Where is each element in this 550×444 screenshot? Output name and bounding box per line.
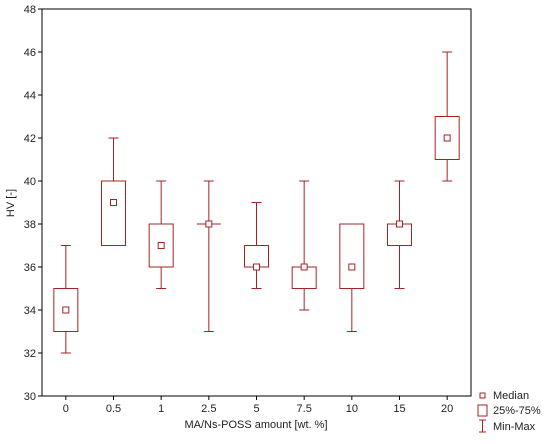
y-tick-label: 38 (24, 219, 36, 231)
median-marker (348, 263, 356, 271)
box-5 (244, 202, 269, 289)
box-15 (387, 180, 412, 289)
median-marker (253, 263, 260, 271)
median-marker (205, 220, 213, 228)
y-axis-title: HV [-] (5, 189, 17, 217)
y-tick-label: 32 (24, 348, 36, 360)
x-tick-label: 1 (158, 403, 164, 415)
iqr-box (339, 223, 365, 289)
box-0 (53, 245, 79, 354)
x-tick-label: 2.5 (201, 403, 216, 415)
median-marker (157, 242, 165, 249)
box-10 (339, 223, 365, 332)
y-tick-label: 40 (24, 176, 36, 188)
box-7.5 (291, 180, 317, 311)
box-2.5 (196, 180, 221, 332)
x-axis-title: MA/Ns-POSS amount [wt. %] (184, 419, 327, 431)
median-marker (443, 134, 451, 142)
y-tick-label: 42 (24, 133, 36, 145)
x-tick-label: 0 (63, 403, 69, 415)
legend-box-swatch (477, 404, 488, 417)
y-tick-label: 30 (24, 391, 36, 403)
median-marker (300, 263, 308, 271)
x-tick-label: 20 (441, 403, 453, 415)
legend-median-swatch (479, 392, 486, 399)
legend-whisker-swatch (479, 419, 486, 433)
x-tick-label: 5 (253, 403, 259, 415)
y-tick-label: 34 (24, 305, 36, 317)
median-marker (62, 306, 70, 314)
box-series (53, 51, 460, 354)
x-tick-label: 15 (393, 403, 405, 415)
iqr-box (101, 180, 126, 246)
legend-box-label: 25%-75% (493, 405, 541, 417)
y-tick-label: 44 (24, 90, 36, 102)
y-tick-label: 36 (24, 262, 36, 274)
legend: Median 25%-75% Min-Max (477, 390, 541, 433)
x-axis-ticks: 0 0.5 1 2.5 5 7.5 10 15 20 (63, 396, 453, 415)
x-tick-label: 7.5 (297, 403, 312, 415)
median-marker (110, 199, 117, 206)
x-tick-label: 0.5 (106, 403, 121, 415)
legend-median-label: Median (493, 390, 529, 402)
y-axis-ticks: 30 32 34 36 38 40 42 44 46 48 (24, 4, 42, 403)
y-tick-label: 46 (24, 47, 36, 59)
y-tick-label: 48 (24, 4, 36, 16)
x-tick-label: 10 (346, 403, 358, 415)
median-marker (396, 220, 403, 228)
box-1 (148, 180, 174, 289)
legend-whisker-label: Min-Max (493, 421, 536, 433)
box-0.5 (101, 137, 126, 246)
box-20 (434, 51, 460, 182)
